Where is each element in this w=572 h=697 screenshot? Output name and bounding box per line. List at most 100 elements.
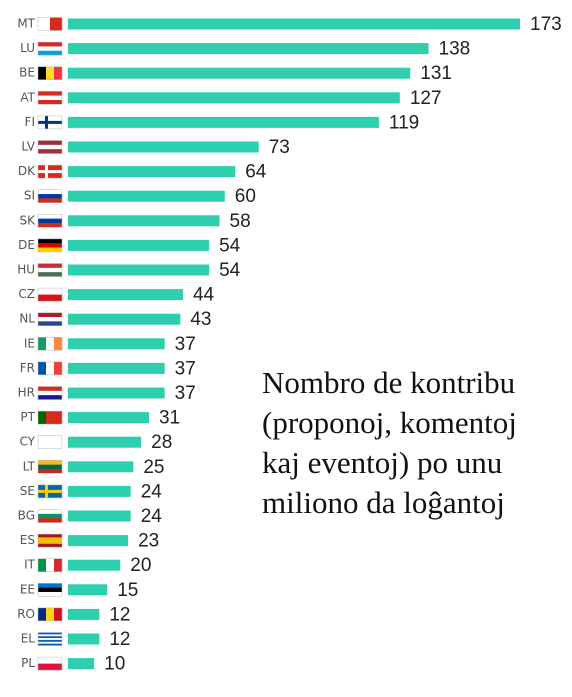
flag-part bbox=[38, 46, 62, 51]
flag-border bbox=[37, 140, 63, 154]
category-label: LU bbox=[20, 41, 35, 55]
flag-part bbox=[46, 411, 55, 425]
value-label: 25 bbox=[143, 457, 164, 478]
flag-part bbox=[38, 607, 47, 621]
flag-part bbox=[38, 317, 62, 322]
flag bbox=[37, 115, 63, 130]
flag-part bbox=[54, 66, 63, 80]
bar bbox=[68, 387, 165, 399]
flag-part bbox=[38, 222, 62, 228]
value-label: 54 bbox=[219, 260, 241, 281]
flag bbox=[37, 189, 63, 203]
flag-border bbox=[37, 41, 63, 56]
bar bbox=[68, 510, 131, 522]
flag bbox=[37, 91, 63, 105]
bar bbox=[68, 559, 121, 571]
bar bbox=[68, 264, 210, 276]
bar bbox=[68, 289, 183, 301]
category-label: IE bbox=[24, 336, 35, 350]
flag-part bbox=[38, 411, 47, 425]
flag-part bbox=[38, 50, 62, 56]
flag-part bbox=[45, 115, 48, 129]
flag-border bbox=[37, 66, 63, 80]
flag-border bbox=[37, 509, 63, 523]
flag-part bbox=[38, 386, 62, 392]
category-label: LV bbox=[21, 140, 35, 154]
flag-part bbox=[38, 558, 47, 572]
flag bbox=[37, 386, 63, 400]
bar bbox=[68, 412, 149, 424]
category-label: AT bbox=[20, 90, 35, 104]
bar bbox=[68, 116, 379, 128]
flag-part bbox=[38, 272, 62, 277]
flag bbox=[37, 41, 63, 56]
flag bbox=[37, 312, 63, 326]
flag-part bbox=[38, 95, 62, 101]
category-label: SI bbox=[24, 189, 35, 203]
flag-part bbox=[38, 464, 62, 470]
flag-part bbox=[54, 558, 63, 572]
value-label: 54 bbox=[219, 235, 241, 256]
flag-part bbox=[38, 337, 47, 351]
flag bbox=[37, 435, 63, 449]
flag-border bbox=[37, 460, 63, 474]
flag bbox=[37, 656, 63, 671]
flag bbox=[37, 140, 63, 154]
value-label: 12 bbox=[109, 629, 130, 650]
flag-part bbox=[38, 263, 62, 269]
flag-part bbox=[38, 390, 62, 396]
flag-part bbox=[38, 489, 62, 493]
flag-part bbox=[46, 66, 55, 80]
flag-part bbox=[38, 218, 62, 224]
flag bbox=[37, 337, 63, 351]
flag bbox=[37, 66, 63, 80]
category-label: PL bbox=[21, 656, 35, 670]
flag-part bbox=[38, 149, 62, 154]
annotation: Nombro de kontribu bbox=[262, 365, 515, 400]
flag-border bbox=[37, 386, 63, 400]
flag-part bbox=[38, 243, 62, 248]
flag-part bbox=[38, 198, 62, 203]
bar bbox=[68, 584, 108, 596]
value-label: 23 bbox=[138, 531, 159, 552]
category-label: EE bbox=[20, 582, 35, 596]
flag-border bbox=[37, 632, 63, 646]
bar bbox=[68, 338, 165, 350]
flag-part bbox=[38, 247, 62, 253]
category-label: SE bbox=[20, 484, 35, 498]
value-label: 24 bbox=[141, 481, 163, 502]
flag-part bbox=[38, 42, 62, 47]
flag-border bbox=[37, 558, 63, 572]
flag-border bbox=[37, 17, 63, 31]
flag-part bbox=[38, 643, 62, 646]
flag-part bbox=[38, 468, 62, 474]
flag bbox=[37, 410, 63, 425]
value-label: 64 bbox=[245, 162, 267, 183]
flag-border bbox=[37, 533, 63, 548]
flag-part bbox=[38, 361, 47, 375]
value-label: 119 bbox=[389, 112, 419, 133]
bar bbox=[68, 485, 131, 497]
bar bbox=[68, 633, 100, 645]
flag-border bbox=[37, 607, 63, 622]
flag-part bbox=[38, 537, 62, 541]
value-label: 37 bbox=[175, 334, 196, 355]
value-label: 60 bbox=[235, 186, 256, 207]
flag-part bbox=[38, 312, 62, 318]
flag-border bbox=[37, 115, 63, 130]
flag-border bbox=[37, 656, 63, 671]
flag-part bbox=[38, 140, 62, 146]
category-label: IT bbox=[24, 558, 36, 572]
value-label: 12 bbox=[109, 604, 130, 625]
flag-border bbox=[37, 91, 63, 105]
flag-part bbox=[38, 170, 62, 174]
bar bbox=[68, 215, 220, 227]
category-label: FR bbox=[20, 361, 35, 375]
category-label: SK bbox=[20, 213, 37, 227]
value-label: 131 bbox=[420, 63, 452, 84]
category-label: ES bbox=[20, 533, 35, 547]
flag-part bbox=[38, 636, 62, 639]
flag-part bbox=[50, 17, 63, 31]
flag-part bbox=[38, 509, 62, 515]
